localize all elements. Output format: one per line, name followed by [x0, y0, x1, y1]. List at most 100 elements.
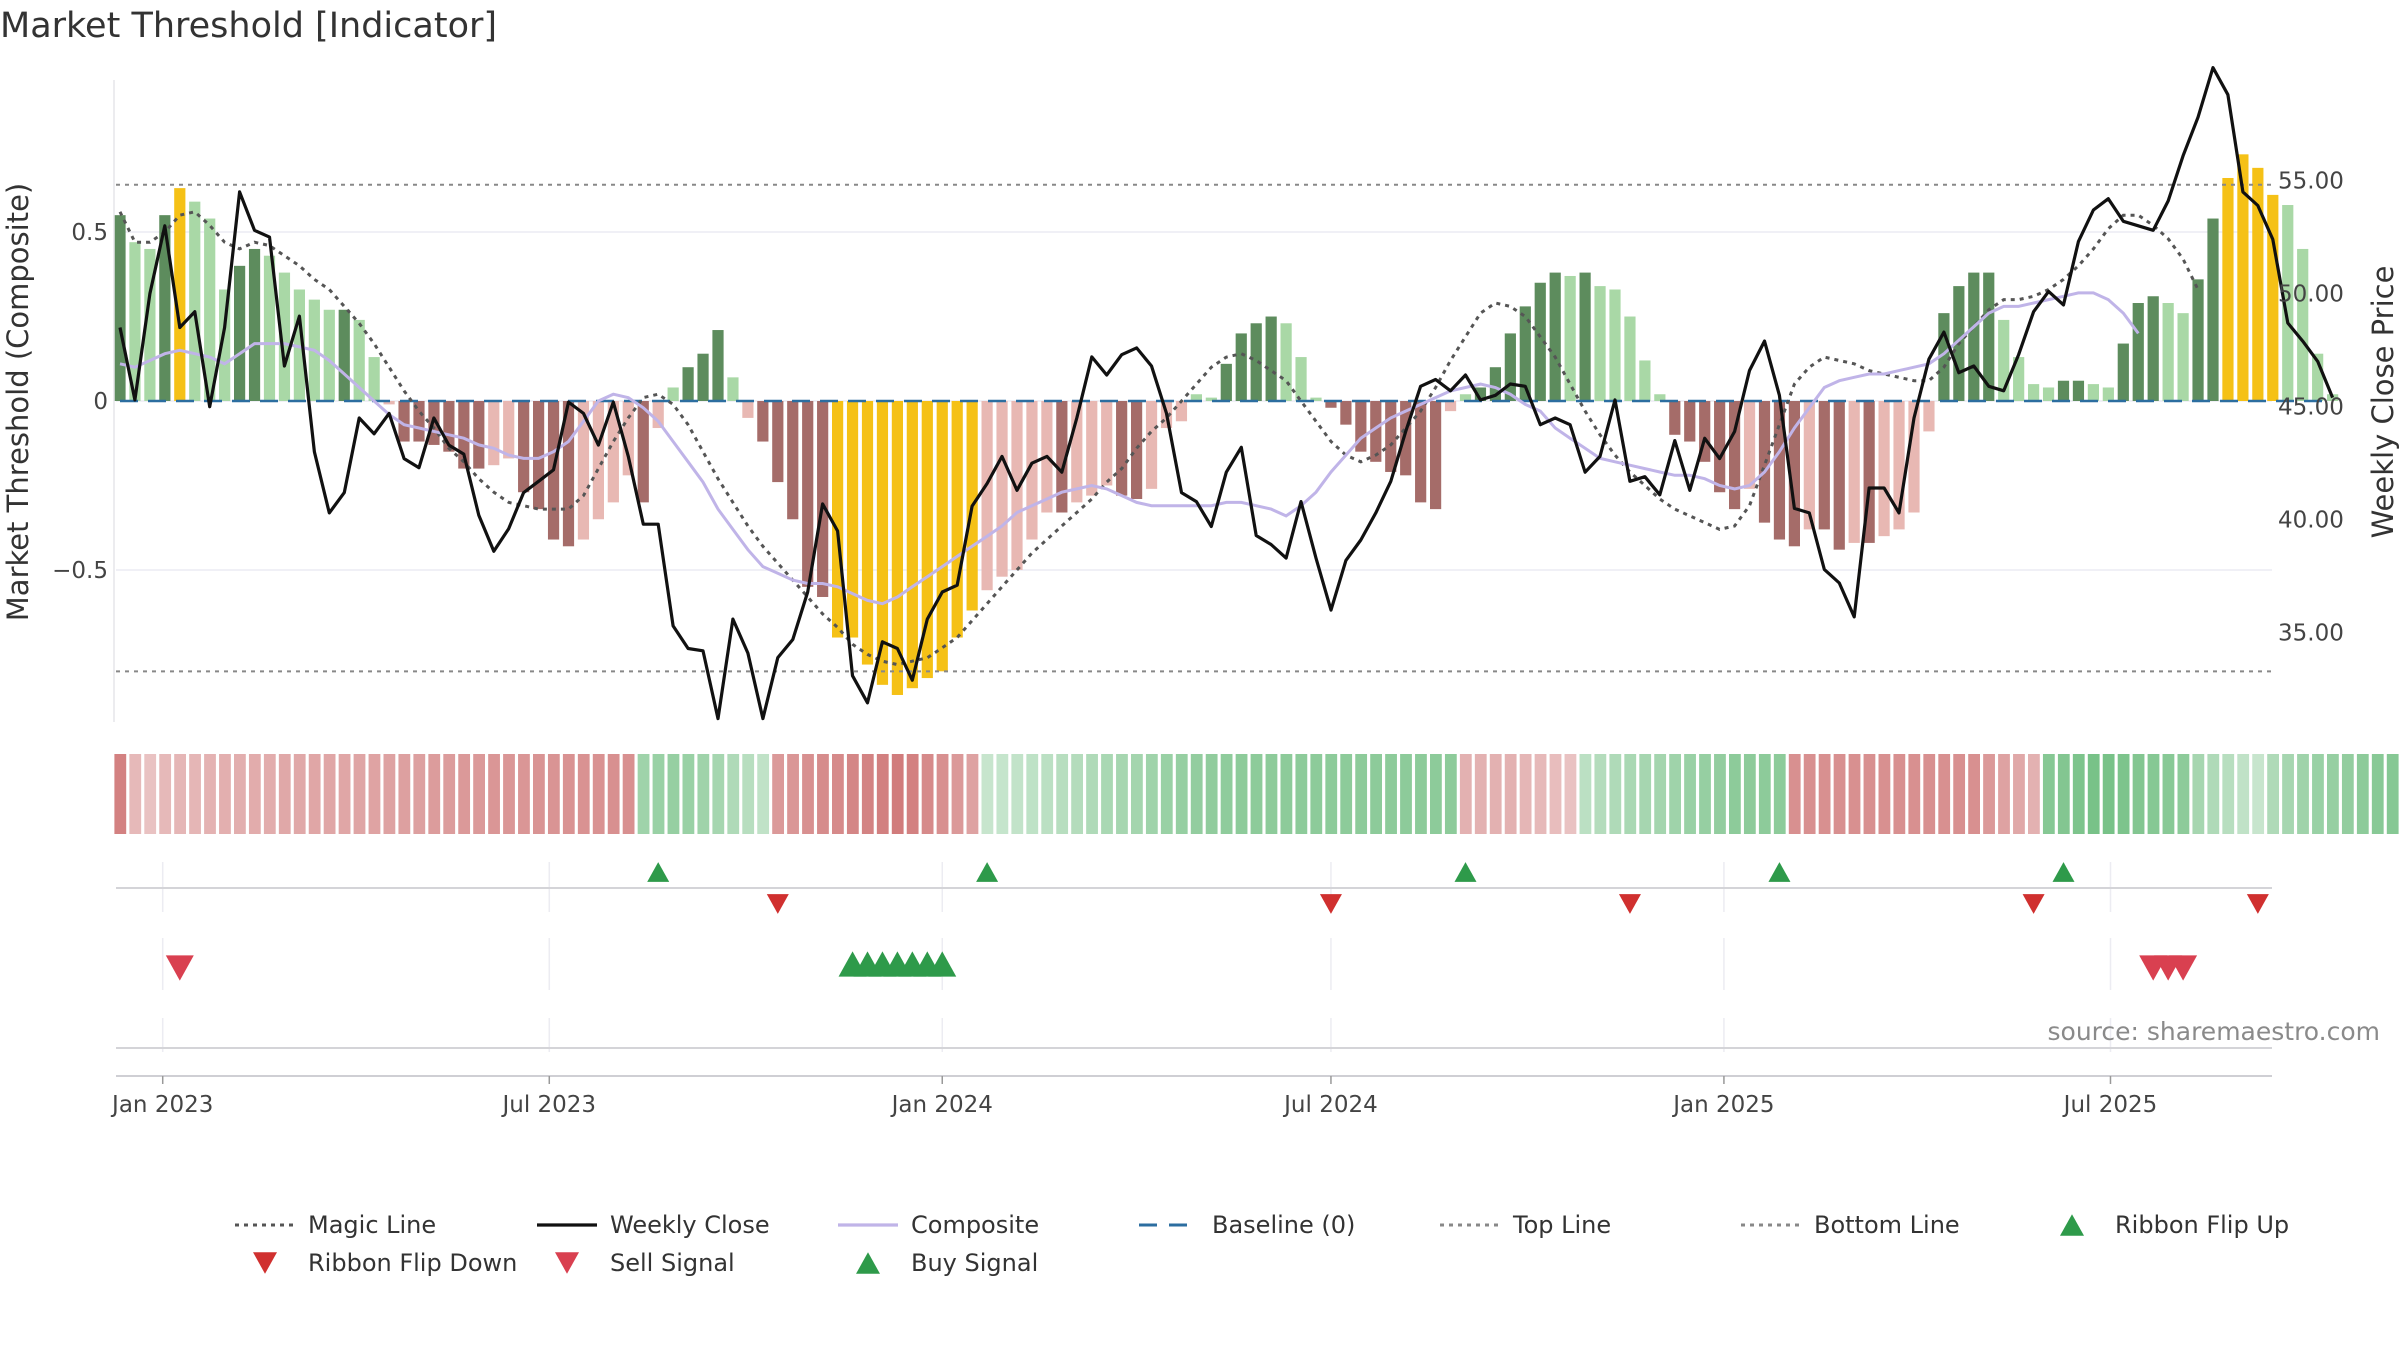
x-tick-label: Jul 2024	[1282, 1092, 1378, 1118]
composite-bar	[1729, 401, 1741, 510]
ribbon-cell	[263, 754, 276, 834]
legend-triangle-down-icon	[555, 1252, 579, 1274]
axes: 0.5 0 −0.5 55.00 50.00 45.00 40.00 35.00 Market …	[1, 80, 2400, 722]
composite-bar	[697, 353, 709, 401]
composite-bar	[2252, 167, 2264, 401]
composite-bar	[787, 401, 799, 520]
ribbon-cell	[727, 754, 740, 834]
legend-label: Top Line	[1512, 1211, 1611, 1239]
ribbon-cell	[951, 754, 964, 834]
legend: Magic Line Weekly Close Composite Baseline …	[235, 1211, 2289, 1277]
composite-bar	[458, 401, 470, 469]
y-left-tick-label: 0.5	[71, 220, 108, 246]
x-tick-label: Jul 2025	[2062, 1092, 2158, 1118]
composite-bar	[1639, 360, 1651, 401]
ribbon-cell	[458, 754, 471, 834]
composite-bar	[1295, 357, 1307, 401]
ribbon-cell	[1489, 754, 1502, 834]
ribbon-cell	[846, 754, 859, 834]
composite-bar	[114, 215, 126, 401]
ribbon-cell	[1056, 754, 1069, 834]
composite-bar	[1205, 397, 1217, 401]
ribbon-cell	[443, 754, 456, 834]
ribbon-cell	[368, 754, 381, 834]
composite-bar	[1818, 401, 1830, 530]
ribbon-cell	[1773, 754, 1786, 834]
composite-bar	[219, 289, 231, 401]
composite-bar	[1444, 401, 1457, 412]
composite-bar	[533, 401, 545, 510]
composite-bar	[2147, 296, 2159, 401]
ribbon-cell	[637, 754, 650, 834]
composite-bar	[1400, 401, 1412, 476]
composite-bar	[2057, 380, 2070, 401]
composite-bar	[503, 401, 515, 459]
ribbon-cell	[1594, 754, 1607, 834]
composite-bar	[1938, 313, 1950, 401]
ribbon-cell	[1430, 754, 1442, 834]
composite-bar	[2013, 357, 2025, 401]
composite-bar	[1803, 401, 1815, 530]
ribbon-cell	[2028, 754, 2040, 834]
composite-bar	[951, 401, 963, 638]
ribbon-cell	[1235, 754, 1248, 834]
ribbon-cell	[652, 754, 665, 834]
composite-bar	[1430, 401, 1442, 510]
sell-signal-marker	[165, 955, 194, 981]
composite-bar	[846, 401, 859, 638]
ribbon-cell	[1175, 754, 1188, 834]
ribbon-cell	[1609, 754, 1622, 834]
composite-bar	[204, 218, 216, 401]
y-right-tick-label: 35.00	[2278, 621, 2344, 647]
composite-bar	[1534, 282, 1546, 401]
ribbon-cell	[1116, 754, 1128, 834]
ribbon-cell	[1415, 754, 1427, 834]
ribbon-flip-down-marker	[2246, 894, 2269, 914]
ribbon-cell	[1848, 754, 1861, 834]
ribbon-cell	[1818, 754, 1831, 834]
ribbon-cell	[353, 754, 366, 834]
composite-bar	[518, 401, 530, 493]
composite-bar	[1983, 272, 1995, 401]
legend-triangle-up-icon	[2060, 1214, 2084, 1236]
composite-bar	[488, 401, 500, 466]
composite-bar	[921, 401, 933, 679]
composite-bar	[1564, 275, 1576, 401]
ribbon-cell	[204, 754, 216, 834]
composite-bar	[1714, 401, 1726, 493]
ribbon-cell	[503, 754, 515, 834]
ribbon-cell	[682, 754, 695, 834]
composite-bar	[338, 309, 350, 401]
composite-bar	[1101, 401, 1113, 486]
y-right-tick-label: 45.00	[2278, 395, 2344, 421]
ribbon-cell	[712, 754, 725, 834]
composite-bar	[757, 401, 769, 442]
composite-bar	[473, 401, 485, 469]
ribbon-cell	[757, 754, 770, 834]
composite-bar	[891, 401, 903, 695]
ribbon-cell	[1624, 754, 1637, 834]
ribbon-cell	[518, 754, 530, 834]
ribbon-cell	[1639, 754, 1652, 834]
ribbon-cell	[2117, 754, 2130, 834]
ribbon-cell	[1504, 754, 1517, 834]
composite-bar	[1116, 401, 1128, 496]
ribbon-cell	[1564, 754, 1577, 834]
ribbon-cell	[936, 754, 949, 834]
ribbon-cell	[278, 754, 291, 834]
ribbon-cell	[1938, 754, 1951, 834]
legend-item: Ribbon Flip Down	[253, 1249, 517, 1277]
ribbon-cell	[1833, 754, 1846, 834]
ribbon-cell	[622, 754, 635, 834]
ribbon-cell	[1310, 754, 1323, 834]
composite-bar	[1190, 394, 1202, 401]
composite-bar	[712, 330, 724, 401]
composite-bar	[1848, 401, 1860, 543]
ribbon-cell	[2192, 754, 2205, 834]
ribbon-cell	[2087, 754, 2100, 834]
composite-bar	[1654, 394, 1666, 401]
composite-bar	[1220, 363, 1232, 401]
x-tick-label: Jan 2023	[110, 1092, 213, 1118]
composite-bar	[1011, 401, 1023, 570]
